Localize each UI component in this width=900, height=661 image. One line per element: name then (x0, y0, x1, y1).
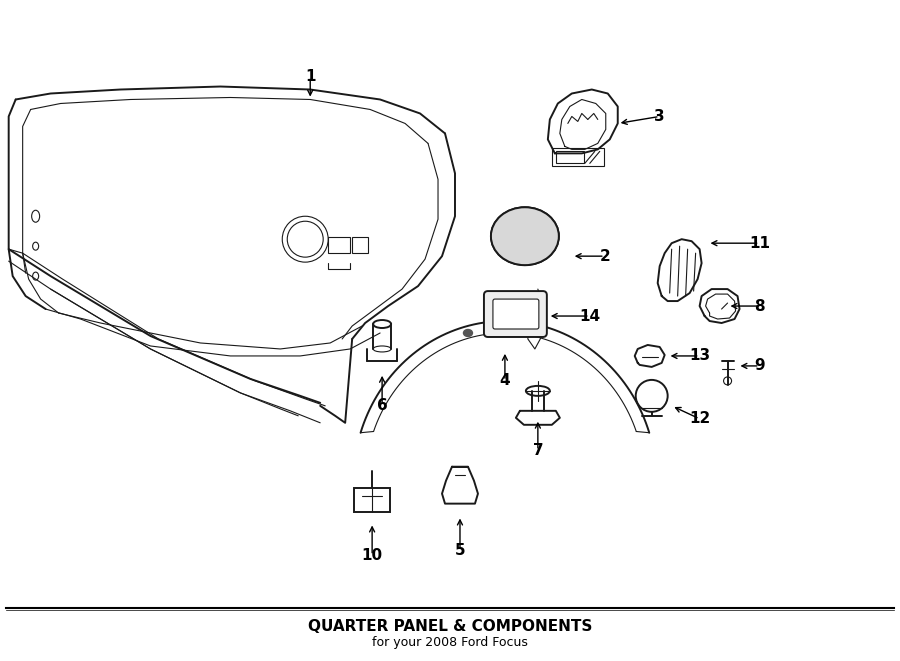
Text: 10: 10 (362, 548, 382, 563)
Text: for your 2008 Ford Focus: for your 2008 Ford Focus (372, 636, 528, 649)
Text: 13: 13 (689, 348, 710, 364)
Bar (556, 151, 584, 163)
Text: 3: 3 (654, 109, 665, 124)
Bar (328, 237, 350, 253)
Ellipse shape (464, 329, 472, 336)
Bar (552, 148, 604, 167)
Text: 6: 6 (377, 399, 388, 413)
Ellipse shape (492, 208, 558, 264)
FancyBboxPatch shape (484, 291, 547, 337)
Text: 8: 8 (754, 299, 765, 313)
Text: 12: 12 (689, 411, 710, 426)
Text: 4: 4 (500, 373, 510, 389)
Text: 5: 5 (454, 543, 465, 558)
Bar (354, 488, 390, 512)
FancyBboxPatch shape (493, 299, 539, 329)
Text: 2: 2 (599, 249, 610, 264)
Text: 1: 1 (305, 69, 316, 84)
Text: 9: 9 (754, 358, 765, 373)
Text: 11: 11 (749, 236, 770, 251)
Text: 14: 14 (580, 309, 600, 323)
Bar (352, 237, 368, 253)
Text: QUARTER PANEL & COMPONENTS: QUARTER PANEL & COMPONENTS (308, 619, 592, 634)
Text: 7: 7 (533, 444, 544, 458)
